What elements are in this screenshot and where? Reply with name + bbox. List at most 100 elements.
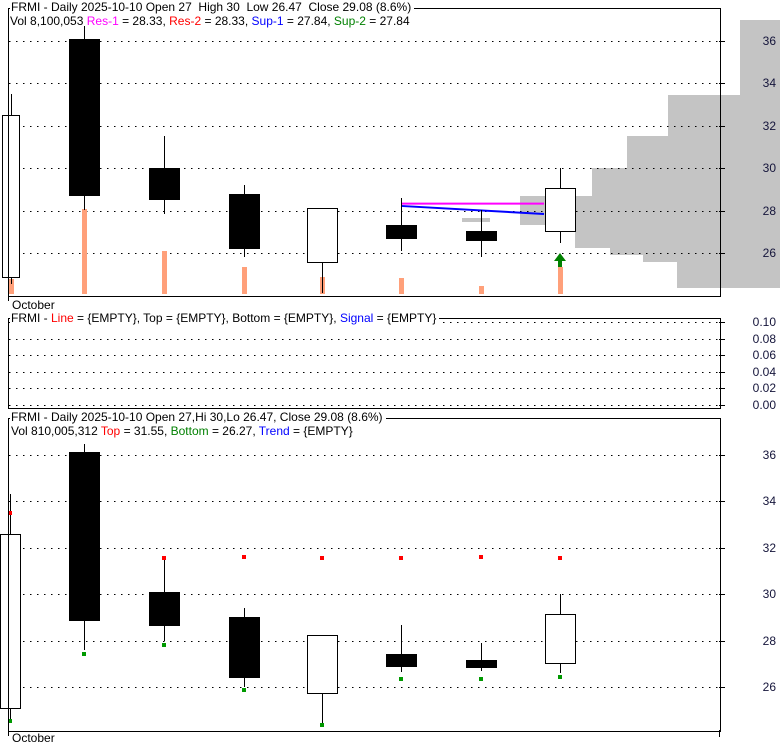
volume-bar [399, 278, 404, 294]
volume-profile-bar [575, 225, 780, 248]
y-axis-tick [719, 41, 725, 42]
x-axis-month-label-bottom: October [12, 731, 55, 745]
grid-line [9, 211, 719, 212]
y-axis-label: 0.02 [752, 381, 776, 395]
grid-line [9, 501, 719, 502]
legend-text-segment: = 27.84, [283, 14, 334, 28]
volume-bar [558, 267, 563, 294]
legend-text-segment: Top [100, 424, 121, 438]
candle-body [149, 592, 180, 626]
x-axis-month-label-top: October [12, 298, 55, 312]
y-axis-label: 0.08 [752, 332, 776, 346]
legend-text-segment: Vol 810,005,312 [11, 424, 101, 438]
candle-body [466, 231, 497, 241]
volume-profile-bar [592, 168, 780, 196]
legend-text-segment: FRMI - [11, 311, 51, 325]
volume-profile-bar [668, 95, 780, 136]
y-axis-tick [719, 211, 725, 212]
y-axis-tick [719, 687, 725, 688]
legend-text-segment: Bottom [170, 424, 209, 438]
month-tick-bottom [8, 730, 9, 736]
y-axis-tick [719, 388, 725, 389]
grid-line [9, 83, 719, 84]
legend-text-segment: Vol 8,100,053 [10, 14, 87, 28]
top-indicator-dot [162, 556, 166, 560]
y-axis-tick [719, 641, 725, 642]
legend-text-segment: Sup-1 [251, 14, 284, 28]
volume-bar [9, 279, 14, 294]
candle-body [229, 617, 260, 678]
candle-body [386, 225, 417, 239]
legend-text-segment: = {EMPTY} [289, 424, 353, 438]
grid-line [9, 168, 719, 169]
legend-text-segment: = 28.33, [201, 14, 252, 28]
volume-bar [242, 267, 247, 294]
legend-text-segment: Signal [339, 311, 374, 325]
y-axis-tick [719, 126, 725, 127]
candle-body [545, 188, 576, 232]
candle-body [69, 39, 100, 196]
y-axis-label: 36 [762, 34, 776, 48]
top-indicator-dot [558, 556, 562, 560]
volume-bar [82, 209, 87, 294]
candle-body [69, 452, 100, 621]
y-axis-tick [719, 548, 725, 549]
legend-text-segment: Sup-2 [333, 14, 366, 28]
candle-body [466, 660, 497, 668]
buy-signal-arrow-icon [554, 253, 566, 267]
y-axis-label: 26 [762, 246, 776, 260]
y-axis-tick [719, 322, 725, 323]
indicator-panel-legend: FRMI - Line = {EMPTY}, Top = {EMPTY}, Bo… [10, 311, 440, 325]
bottom-indicator-dot [242, 688, 246, 692]
y-axis-tick [719, 455, 725, 456]
legend-text-segment: = {EMPTY}, Top = {EMPTY}, Bottom = {EMPT… [73, 311, 340, 325]
y-axis-label: 36 [762, 448, 776, 462]
signals-panel-title: FRMI - Daily 2025-10-10 Open 27,Hi 30,Lo… [10, 411, 386, 424]
y-axis-tick [719, 594, 725, 595]
top-indicator-dot [242, 555, 246, 559]
legend-text-segment: Trend [258, 424, 290, 438]
support-line [400, 204, 545, 215]
y-axis-label: 32 [762, 119, 776, 133]
y-axis-label: 28 [762, 204, 776, 218]
bottom-indicator-dot [82, 652, 86, 656]
y-axis-tick [719, 83, 725, 84]
y-axis-tick [719, 339, 725, 340]
axis-corner-tick [719, 730, 720, 737]
legend-text-segment: = 27.84 [365, 14, 410, 28]
bottom-indicator-dot [558, 675, 562, 679]
y-axis-label: 34 [762, 494, 776, 508]
candle-body [0, 534, 21, 709]
candle-wick [401, 625, 402, 672]
grid-line [9, 405, 719, 406]
top-indicator-dot [320, 556, 324, 560]
candle-body [149, 168, 180, 200]
bottom-indicator-dot [320, 723, 324, 727]
y-axis-tick [719, 372, 725, 373]
top-indicator-dot [8, 511, 12, 515]
legend-text-segment: = 28.33, [118, 14, 170, 28]
top-indicator-dot [399, 556, 403, 560]
month-tick-top [8, 295, 9, 301]
y-axis-tick [719, 355, 725, 356]
grid-line [9, 339, 719, 340]
grid-line [9, 687, 719, 688]
y-axis-tick [719, 168, 725, 169]
volume-bar [162, 251, 167, 294]
candle-body [229, 194, 260, 249]
y-axis-tick [719, 501, 725, 502]
candle-body [2, 115, 20, 278]
y-axis-label: 26 [762, 680, 776, 694]
y-axis-label: 0.04 [752, 365, 776, 379]
grid-line [9, 253, 719, 254]
grid-line [9, 41, 719, 42]
y-axis-label: 34 [762, 76, 776, 90]
y-axis-label: 32 [762, 541, 776, 555]
bottom-indicator-dot [8, 719, 12, 723]
y-axis-tick [719, 405, 725, 406]
legend-text-segment: = 31.55, [120, 424, 171, 438]
bottom-indicator-dot [162, 643, 166, 647]
volume-profile-bar [610, 248, 780, 255]
